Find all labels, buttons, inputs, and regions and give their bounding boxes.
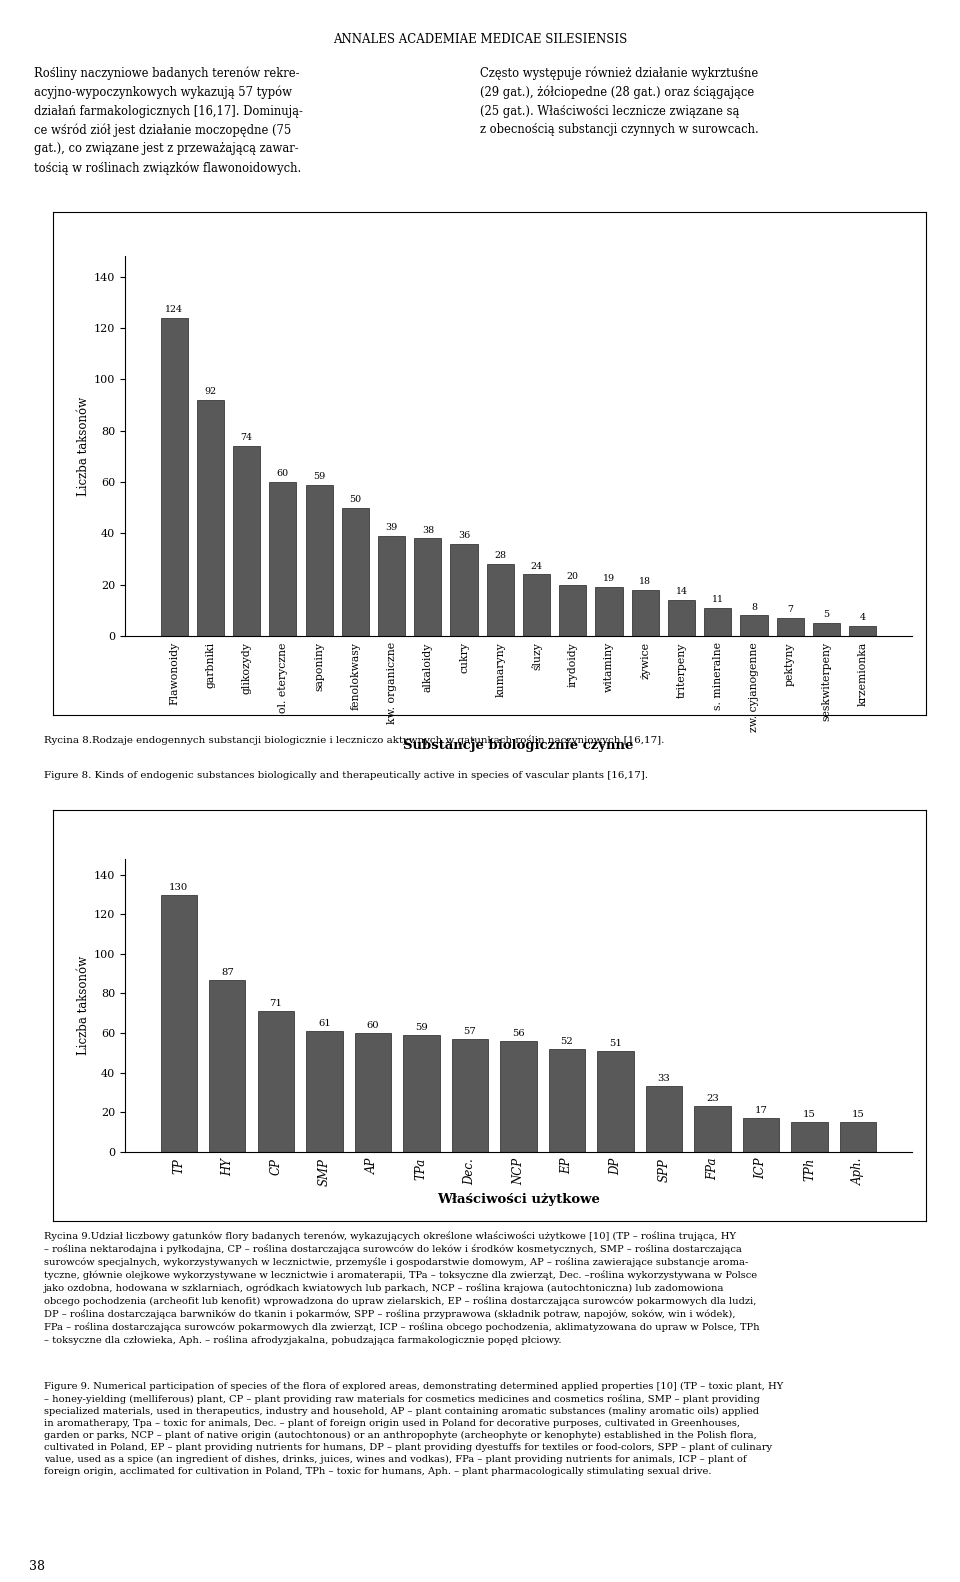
Bar [500, 1041, 537, 1152]
Bar [270, 483, 297, 636]
Text: 74: 74 [241, 433, 252, 443]
Text: 23: 23 [707, 1095, 719, 1103]
Text: 24: 24 [531, 562, 542, 571]
Text: 50: 50 [349, 495, 361, 503]
Text: 130: 130 [169, 883, 188, 892]
Bar [414, 538, 442, 636]
Text: 60: 60 [367, 1020, 379, 1030]
Text: 51: 51 [609, 1039, 622, 1047]
X-axis label: Właściwości użytkowe: Właściwości użytkowe [437, 1193, 600, 1205]
Text: ANNALES ACADEMIAE MEDICAE SILESIENSIS: ANNALES ACADEMIAE MEDICAE SILESIENSIS [333, 33, 627, 46]
Text: Figure 9. Numerical participation of species of the flora of explored areas, dem: Figure 9. Numerical participation of spe… [44, 1381, 783, 1476]
Bar [597, 1050, 634, 1152]
Bar [549, 1049, 585, 1152]
Text: Rośliny naczyniowe badanych terenów rekre-
acyjno-wypoczynkowych wykazują 57 typ: Rośliny naczyniowe badanych terenów rekr… [34, 66, 302, 174]
Bar [791, 1122, 828, 1152]
Bar [668, 600, 695, 636]
Bar [160, 318, 188, 636]
Bar [378, 536, 405, 636]
Bar [209, 979, 246, 1152]
Text: 39: 39 [386, 524, 397, 532]
Text: Często występuje również działanie wykrztuśne
(29 gat.), żółciopedne (28 gat.) o: Często występuje również działanie wykrz… [480, 66, 758, 136]
Bar [646, 1087, 683, 1152]
Text: 92: 92 [204, 388, 216, 396]
Text: 52: 52 [561, 1036, 573, 1046]
Bar [342, 508, 369, 636]
X-axis label: Substancje biologicznie czynne: Substancje biologicznie czynne [403, 739, 634, 751]
Text: 8: 8 [751, 603, 756, 612]
Text: Figure 8. Kinds of endogenic substances biologically and therapeutically active : Figure 8. Kinds of endogenic substances … [44, 770, 648, 780]
Bar [354, 1033, 391, 1152]
Bar [257, 1011, 294, 1152]
Bar [777, 619, 804, 636]
Text: 5: 5 [824, 611, 829, 619]
Text: 87: 87 [221, 968, 233, 976]
Bar [487, 565, 514, 636]
Text: 61: 61 [318, 1019, 330, 1028]
Text: 15: 15 [852, 1111, 864, 1118]
Text: 7: 7 [787, 606, 793, 614]
Bar [523, 574, 550, 636]
Text: 14: 14 [676, 587, 687, 596]
Text: Rycina 8.Rodzaje endogennych substancji biologicznie i leczniczo aktywnych w gat: Rycina 8.Rodzaje endogennych substancji … [44, 736, 664, 745]
Bar [559, 585, 587, 636]
Text: 18: 18 [639, 577, 651, 585]
Bar [813, 623, 840, 636]
Text: 57: 57 [464, 1027, 476, 1036]
Bar [849, 626, 876, 636]
Bar [197, 400, 224, 636]
Text: 38: 38 [421, 525, 434, 535]
Bar [694, 1106, 731, 1152]
Bar [160, 894, 197, 1152]
Text: Rycina 9.Udział liczbowy gatunków flory badanych terenów, wykazujących określone: Rycina 9.Udział liczbowy gatunków flory … [44, 1231, 760, 1345]
Bar [743, 1118, 780, 1152]
Bar [595, 587, 623, 636]
Bar [704, 607, 732, 636]
Text: 33: 33 [658, 1074, 670, 1084]
Bar [450, 544, 478, 636]
Text: 11: 11 [711, 595, 724, 604]
Bar [840, 1122, 876, 1152]
Y-axis label: Liczba taksonów: Liczba taksonów [77, 956, 89, 1055]
Text: 36: 36 [458, 532, 470, 539]
Text: 59: 59 [313, 471, 325, 481]
Bar [740, 615, 767, 636]
Bar [305, 484, 333, 636]
Bar [306, 1031, 343, 1152]
Bar [403, 1035, 440, 1152]
Text: 60: 60 [276, 470, 289, 478]
Bar [452, 1039, 488, 1152]
Text: 56: 56 [512, 1028, 525, 1038]
Text: 59: 59 [415, 1024, 428, 1031]
Text: 17: 17 [755, 1106, 767, 1115]
Bar [233, 446, 260, 636]
Text: 124: 124 [165, 305, 183, 313]
Text: 4: 4 [859, 612, 866, 622]
Bar [632, 590, 659, 636]
Text: 19: 19 [603, 574, 615, 584]
Text: 38: 38 [29, 1560, 45, 1574]
Text: 15: 15 [804, 1111, 816, 1118]
Text: 20: 20 [566, 571, 579, 581]
Text: 71: 71 [270, 1000, 282, 1008]
Text: 28: 28 [494, 551, 506, 560]
Y-axis label: Liczba taksonów: Liczba taksonów [77, 397, 89, 495]
